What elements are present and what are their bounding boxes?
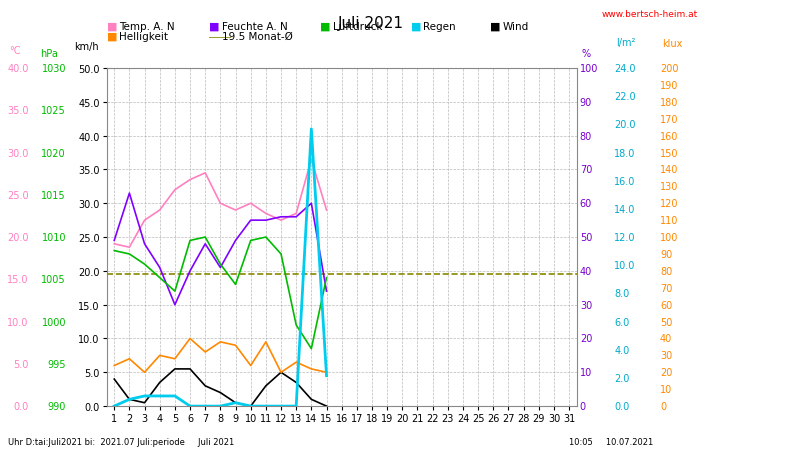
Text: 19.5 Monat-Ø: 19.5 Monat-Ø: [222, 32, 293, 42]
Text: Wind: Wind: [502, 22, 529, 32]
Text: 100: 100: [580, 64, 598, 74]
Text: 60: 60: [580, 199, 592, 209]
Text: 90: 90: [580, 98, 592, 107]
Text: 180: 180: [660, 98, 679, 107]
Text: 1000: 1000: [42, 317, 66, 327]
Text: 1010: 1010: [42, 233, 66, 242]
Text: www.bertsch-heim.at: www.bertsch-heim.at: [601, 10, 698, 19]
Text: 1030: 1030: [42, 64, 66, 74]
Text: 8.0: 8.0: [615, 289, 630, 299]
Text: 1005: 1005: [41, 275, 66, 285]
Text: 160: 160: [660, 131, 679, 141]
Text: %: %: [581, 49, 591, 59]
Text: 190: 190: [660, 81, 679, 91]
Text: 40: 40: [580, 266, 592, 276]
Text: 4.0: 4.0: [615, 345, 630, 355]
Text: 14.0: 14.0: [615, 204, 636, 214]
Text: 0: 0: [660, 401, 666, 411]
Text: 1020: 1020: [41, 148, 66, 158]
Text: 995: 995: [47, 359, 66, 369]
Text: Helligkeit: Helligkeit: [119, 32, 168, 42]
Text: 5.0: 5.0: [13, 359, 28, 369]
Text: 0: 0: [580, 401, 586, 411]
Text: 990: 990: [47, 401, 66, 411]
Text: ■: ■: [320, 22, 330, 32]
Text: 12.0: 12.0: [615, 233, 636, 242]
Text: 1025: 1025: [41, 106, 66, 116]
Text: 2.0: 2.0: [615, 373, 630, 383]
Text: klux: klux: [662, 39, 683, 49]
Text: 80: 80: [660, 266, 672, 276]
Text: Regen: Regen: [423, 22, 456, 32]
Text: 18.0: 18.0: [615, 148, 636, 158]
Text: 22.0: 22.0: [615, 92, 636, 102]
Text: 130: 130: [660, 182, 679, 192]
Text: km/h: km/h: [73, 42, 99, 52]
Text: 40: 40: [660, 334, 672, 344]
Text: 0.0: 0.0: [13, 401, 28, 411]
Text: 10: 10: [580, 368, 592, 377]
Text: 24.0: 24.0: [615, 64, 636, 74]
Text: 120: 120: [660, 199, 679, 209]
Text: Juli 2021: Juli 2021: [338, 16, 404, 31]
Text: 200: 200: [660, 64, 679, 74]
Text: 20.0: 20.0: [615, 120, 636, 130]
Text: 140: 140: [660, 165, 679, 175]
Text: hPa: hPa: [40, 49, 58, 59]
Text: 60: 60: [660, 300, 672, 310]
Text: 16.0: 16.0: [615, 176, 636, 186]
Text: 170: 170: [660, 114, 679, 124]
Text: 30: 30: [660, 351, 672, 361]
Text: 100: 100: [660, 233, 679, 242]
Text: l/m²: l/m²: [617, 38, 636, 48]
Text: 35.0: 35.0: [7, 106, 28, 116]
Text: 20: 20: [660, 368, 672, 377]
Text: 30: 30: [580, 300, 592, 310]
Text: ――: ――: [209, 32, 231, 42]
Text: 25.0: 25.0: [7, 190, 28, 200]
Text: ■: ■: [107, 32, 117, 42]
Text: ■: ■: [209, 22, 220, 32]
Text: °C: °C: [9, 46, 21, 56]
Text: 6.0: 6.0: [615, 317, 630, 327]
Text: 90: 90: [660, 249, 672, 259]
Text: 80: 80: [580, 131, 592, 141]
Text: 20.0: 20.0: [7, 233, 28, 242]
Text: 20: 20: [580, 334, 592, 344]
Text: 10.0: 10.0: [615, 261, 636, 271]
Text: 150: 150: [660, 148, 679, 158]
Text: 30.0: 30.0: [7, 148, 28, 158]
Text: 40.0: 40.0: [7, 64, 28, 74]
Text: 15.0: 15.0: [7, 275, 28, 285]
Text: 0.0: 0.0: [615, 401, 630, 411]
Text: 1015: 1015: [41, 190, 66, 200]
Text: 10:05     10.07.2021: 10:05 10.07.2021: [569, 437, 653, 446]
Text: 50: 50: [580, 233, 592, 242]
Text: Temp. A. N: Temp. A. N: [119, 22, 175, 32]
Text: 110: 110: [660, 216, 679, 226]
Text: ■: ■: [411, 22, 421, 32]
Text: 70: 70: [580, 165, 592, 175]
Text: 50: 50: [660, 317, 672, 327]
Text: 70: 70: [660, 283, 672, 293]
Text: Luftdruck: Luftdruck: [333, 22, 382, 32]
Text: 10: 10: [660, 384, 672, 394]
Text: 10.0: 10.0: [7, 317, 28, 327]
Text: ■: ■: [490, 22, 500, 32]
Text: Uhr D:tai:Juli2021 bi:  2021.07 Juli:periode     Juli 2021: Uhr D:tai:Juli2021 bi: 2021.07 Juli:peri…: [8, 437, 234, 446]
Text: Feuchte A. N: Feuchte A. N: [222, 22, 288, 32]
Text: ■: ■: [107, 22, 117, 32]
